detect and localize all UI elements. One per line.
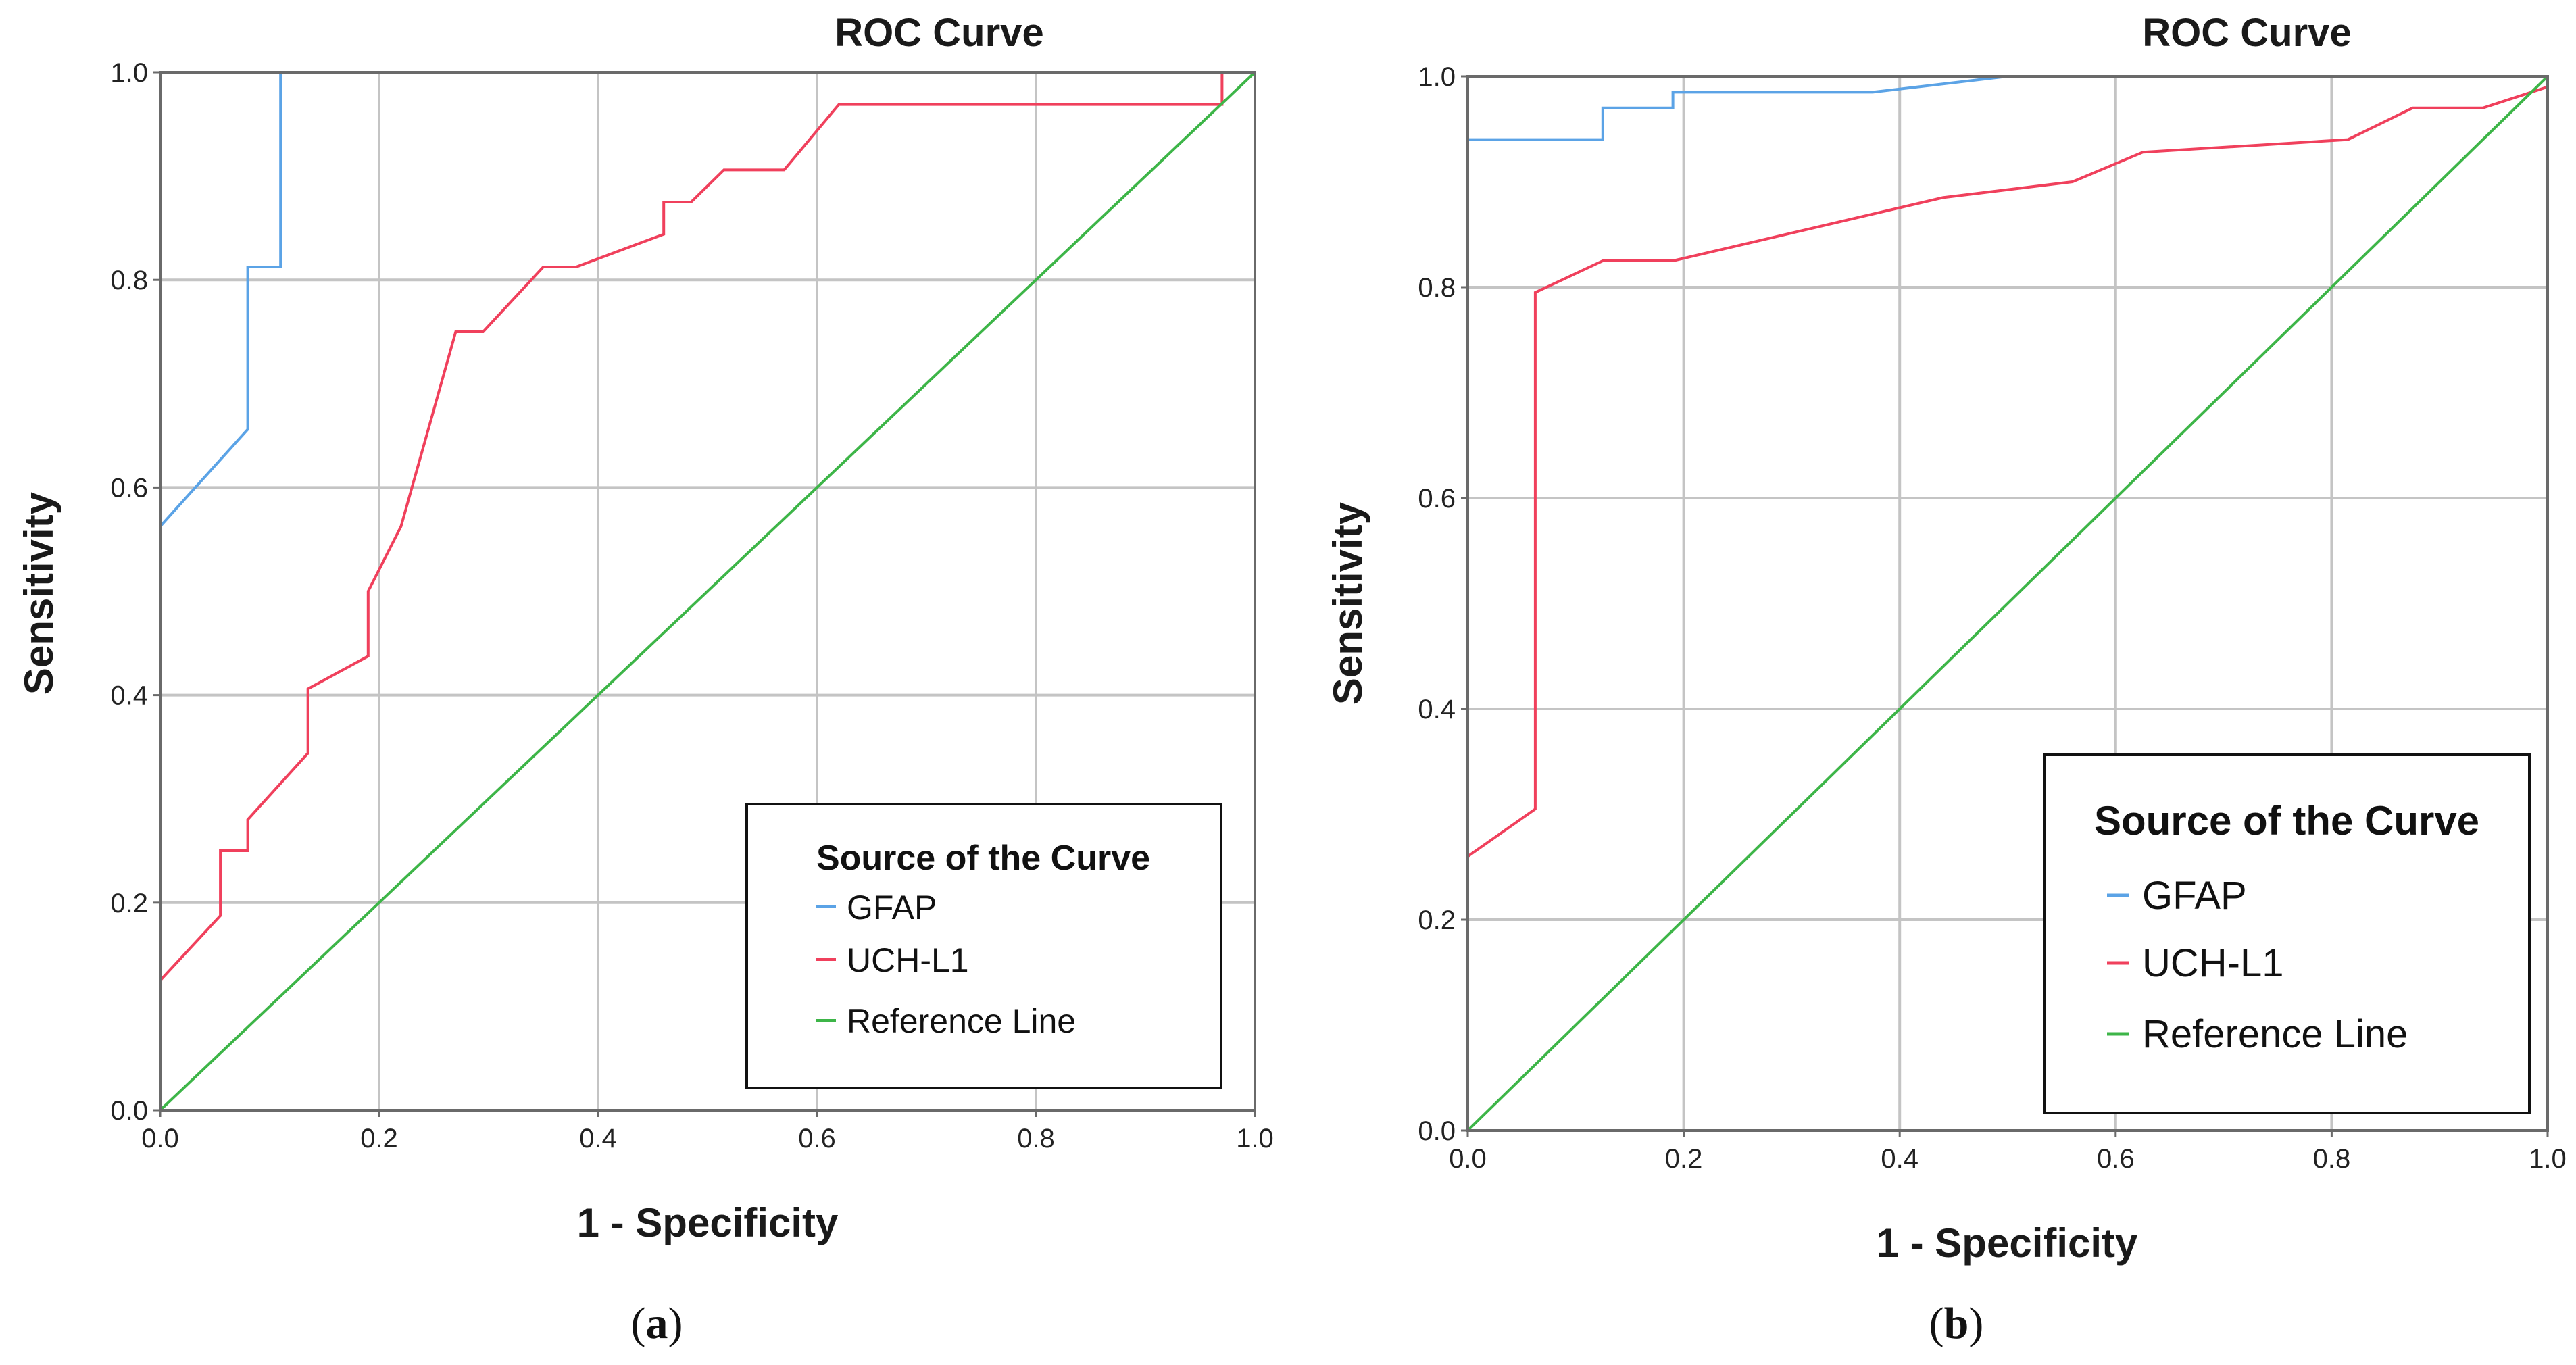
legend-label-uchl1-a: UCH-L1 [847, 941, 969, 979]
legend-box-b [2043, 753, 2531, 1114]
y-tick-label: 1.0 [1418, 62, 1456, 92]
y-tick-label: 0.8 [110, 266, 148, 295]
legend-title-b: Source of the Curve [2094, 798, 2479, 843]
legend-label-gfap-b: GFAP [2142, 874, 2247, 918]
series-group-b [1466, 75, 2549, 1132]
y-axis-label-a: Sensitivity [16, 491, 61, 695]
series-line-reference [159, 71, 1256, 1112]
y-axis-label-b: Sensitivity [1325, 501, 1370, 705]
y-tick-label: 0.4 [110, 681, 148, 711]
y-tick-label: 0.6 [1418, 484, 1456, 514]
legend-box-a [745, 803, 1222, 1089]
legend-a: Source of the Curve GFAP UCH-L1 Referenc… [745, 803, 1222, 1089]
y-tick-label: 1.0 [110, 58, 148, 88]
panel-caption-a: (a) [631, 1299, 683, 1348]
series-line-uchl1 [159, 71, 1255, 1110]
y-tick-label: 0.4 [1418, 695, 1456, 724]
x-tick-label: 1.0 [1236, 1124, 1274, 1153]
legend-label-uchl1-b: UCH-L1 [2142, 941, 2284, 985]
y-tick-label: 0.2 [110, 889, 148, 918]
x-tick-label: 0.0 [141, 1124, 179, 1153]
panel-b: ROC Curve 0.0 0.2 0.4 0.6 0.8 1.0 0.00.20.40.… [1325, 11, 2567, 1348]
series-line-gfap [1466, 75, 2548, 1131]
x-tick-label: 0.2 [1665, 1144, 1703, 1174]
legend-label-reference-b: Reference Line [2142, 1012, 2408, 1056]
y-tick-label: 0.6 [110, 473, 148, 503]
legend-label-reference-a: Reference Line [847, 1002, 1076, 1040]
chart-title-b: ROC Curve [2142, 11, 2351, 55]
x-tick-label: 1.0 [2529, 1144, 2567, 1174]
legend-label-gfap-a: GFAP [847, 889, 937, 926]
x-ticks-a: 0.0 0.2 0.4 0.6 0.8 1.0 [141, 1110, 1274, 1153]
legend-title-a: Source of the Curve [816, 839, 1150, 878]
y-ticks-b: 0.0 0.2 0.4 0.6 0.8 1.0 [1418, 62, 1468, 1146]
y-ticks-a: 0.0 0.2 0.4 0.6 0.8 1.0 [110, 58, 160, 1126]
x-axis-label-b: 1 - Specificity [1877, 1220, 2138, 1266]
x-tick-label: 0.4 [579, 1124, 617, 1153]
x-tick-label: 0.8 [1017, 1124, 1055, 1153]
y-tick-label: 0.2 [1418, 905, 1456, 935]
series-line-uchl1 [1466, 85, 2548, 1131]
x-tick-label: 0.4 [1881, 1144, 1918, 1174]
x-tick-label: 0.2 [360, 1124, 398, 1153]
panel-caption-b: (b) [1929, 1299, 1984, 1348]
x-tick-label: 0.0 [1449, 1144, 1487, 1174]
chart-title-a: ROC Curve [835, 11, 1043, 55]
panel-a: ROC Curve 0.0 0.2 0.4 0.6 0.8 1.0 0.00.20.40.… [16, 11, 1274, 1348]
x-tick-label: 0.6 [798, 1124, 836, 1153]
series-line-reference [1466, 75, 2549, 1132]
y-tick-label: 0.0 [110, 1096, 148, 1126]
legend-b: Source of the Curve GFAP UCH-L1 Referenc… [2043, 753, 2531, 1114]
x-axis-label-a: 1 - Specificity [577, 1200, 839, 1245]
y-tick-label: 0.8 [1418, 273, 1456, 303]
plot-frame-a [159, 71, 1256, 1112]
x-tick-label: 0.8 [2313, 1144, 2351, 1174]
x-ticks-b: 0.0 0.2 0.4 0.6 0.8 1.0 [1449, 1131, 2567, 1174]
x-tick-label: 0.6 [2097, 1144, 2135, 1174]
panel-letter-a: a [646, 1299, 668, 1348]
y-tick-label: 0.0 [1418, 1116, 1456, 1146]
panel-letter-b: b [1944, 1299, 1969, 1348]
plot-frame-b [1466, 75, 2549, 1132]
